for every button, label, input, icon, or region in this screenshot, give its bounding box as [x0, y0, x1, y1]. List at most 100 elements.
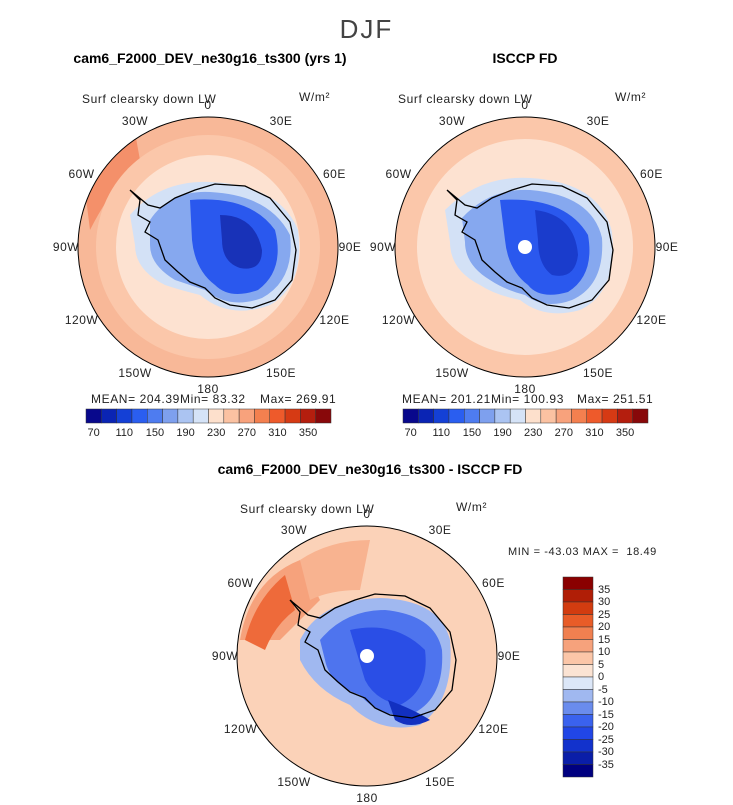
colorbar-swatch: [562, 714, 594, 728]
var-label-obs: Surf clearsky down LW: [398, 92, 533, 106]
panel-title-model: cam6_F2000_DEV_ne30g16_ts300 (yrs 1): [73, 50, 347, 66]
colorbar-tick-label: -10: [598, 696, 614, 708]
lon-label: 30W: [121, 113, 149, 128]
stat-max-model: Max= 269.91: [260, 392, 337, 406]
lon-label: 0: [363, 507, 371, 521]
lon-label: 120E: [319, 313, 350, 327]
lon-label: 120W: [223, 722, 258, 736]
lon-label: 120W: [381, 313, 416, 327]
stat-min-obs: Min= 100.93: [491, 392, 564, 406]
colorbar-tick-label: 190: [176, 427, 195, 439]
colorbar-tick-label: 110: [432, 427, 451, 439]
colorbar-swatch: [562, 751, 594, 765]
lon-label: 150W: [118, 366, 152, 381]
colorbar-swatch: [562, 764, 594, 778]
colorbar-tick-label: 15: [598, 633, 611, 646]
lon-label: 60E: [482, 576, 505, 590]
units-label-diff: W/m²: [456, 500, 488, 514]
field-plateau-core: [220, 215, 262, 269]
lon-label: 90E: [655, 240, 679, 254]
colorbar-swatch: [562, 614, 594, 628]
lon-label: 120E: [478, 722, 509, 736]
colorbar-tick-label: 70: [404, 427, 417, 439]
lon-label: 0: [204, 98, 212, 112]
lon-label: 180: [197, 382, 219, 396]
lon-label: 60W: [227, 576, 254, 590]
colorbar-tick-label: 5: [598, 658, 605, 671]
colorbar-tick-label: -25: [598, 733, 614, 746]
field-warm-band: [300, 540, 370, 600]
lon-label: 90E: [497, 649, 521, 663]
lon-label: 60E: [323, 167, 346, 181]
colorbar-tick-label: -20: [598, 721, 614, 733]
colorbar-tick-label: 35: [598, 583, 611, 596]
map-boundary: [77, 116, 339, 378]
panel-title-diff: cam6_F2000_DEV_ne30g16_ts300 - ISCCP FD: [217, 461, 523, 477]
colorbar-swatch: [562, 689, 594, 703]
colorbar-tick-label: 10: [598, 646, 611, 658]
map-boundary: [394, 116, 656, 378]
colorbar-swatch: [562, 726, 594, 740]
stat-mean-model: MEAN= 204.39: [91, 392, 180, 406]
lon-label: 150W: [435, 366, 469, 381]
colorbar-tick-label: 310: [585, 427, 604, 439]
coastline: [289, 593, 457, 719]
colorbar-swatch: [632, 408, 649, 424]
coastline: [129, 183, 297, 309]
lon-label: 150E: [582, 366, 614, 381]
var-label-model: Surf clearsky down LW: [82, 92, 217, 106]
lon-label: 30E: [428, 522, 452, 537]
lon-label: 90E: [338, 240, 362, 254]
colorbar-tick-label: -30: [598, 746, 614, 758]
colorbar-tick-label: 110: [115, 427, 134, 439]
lon-label: 90W: [369, 240, 397, 254]
colorbar-swatch: [562, 639, 594, 653]
lon-label: 90W: [52, 240, 80, 254]
colorbar-swatch: [562, 739, 594, 753]
field-cool-strong: [388, 700, 430, 725]
stat-minmax-diff: MIN = -43.03 MAX = 18.49: [508, 546, 657, 558]
field-plateau-core: [535, 210, 578, 276]
colorbar-diff: [562, 576, 594, 778]
colorbar-tick-label: 350: [615, 427, 635, 439]
colorbar-swatch: [562, 626, 594, 640]
colorbar-tick-label: 30: [598, 596, 611, 608]
colorbar-tick-label: 70: [87, 427, 100, 439]
lon-label: 180: [356, 791, 378, 805]
colorbar-tick-label: 150: [462, 427, 482, 439]
lon-label: 150W: [277, 775, 311, 790]
lon-label: 30W: [438, 113, 466, 128]
colorbar-tick-label: 230: [206, 427, 226, 439]
colorbar-swatch: [562, 664, 594, 678]
pole-hole: [518, 240, 532, 254]
pole-hole: [360, 649, 374, 663]
coastline: [446, 183, 614, 309]
figure-title: DJF: [339, 14, 394, 44]
lon-label: 60W: [385, 167, 412, 181]
lon-label: 150E: [424, 775, 456, 790]
lon-label: 180: [514, 382, 536, 396]
lon-label: 60E: [640, 167, 663, 181]
colorbar-swatch: [562, 701, 594, 715]
colorbar-tick-label: 150: [145, 427, 165, 439]
units-label-model: W/m²: [299, 90, 331, 104]
colorbar-swatch: [562, 576, 594, 590]
colorbar-tick-label: 270: [554, 427, 573, 439]
colorbar-obs: [402, 408, 649, 424]
panel-title-obs: ISCCP FD: [492, 50, 558, 66]
map-boundary: [236, 525, 498, 787]
lon-label: 90W: [211, 649, 239, 663]
colorbar-swatch: [562, 676, 594, 690]
colorbar-swatch: [562, 651, 594, 665]
colorbar-swatch: [315, 408, 332, 424]
units-label-obs: W/m²: [615, 90, 647, 104]
lon-label: 150E: [265, 366, 297, 381]
colorbar-tick-label: 350: [298, 427, 318, 439]
stat-min-model: Min= 83.32: [180, 392, 246, 406]
lon-label: 30W: [280, 522, 308, 537]
colorbar-tick-label: 270: [237, 427, 256, 439]
colorbar-swatch: [562, 601, 594, 615]
colorbar-tick-label: 310: [268, 427, 287, 439]
